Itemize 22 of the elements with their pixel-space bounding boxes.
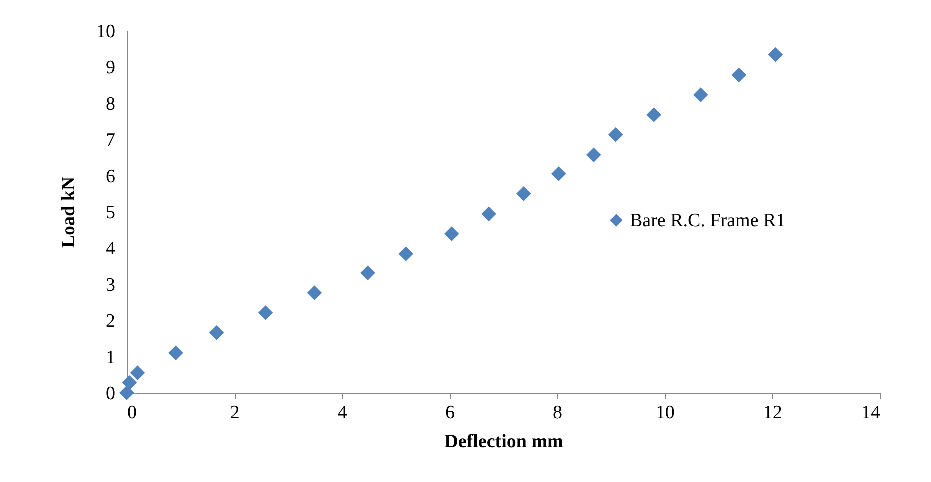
y-tick-label: 3 — [106, 274, 116, 296]
y-axis-title: Load kN — [58, 176, 80, 248]
y-tick-label: 2 — [106, 311, 116, 332]
legend-label: Bare R.C. Frame R1 — [630, 210, 786, 232]
y-tick-label: 5 — [106, 202, 116, 224]
x-axis-title: Deflection mm — [444, 432, 564, 452]
x-tick-label: 4 — [338, 402, 348, 424]
y-tick-label: 7 — [106, 130, 116, 152]
x-tick-label: 2 — [230, 402, 240, 424]
y-tick-label: 4 — [106, 238, 116, 260]
y-tick-label: 8 — [106, 94, 116, 115]
x-tick-label: 10 — [656, 402, 675, 424]
y-tick-label: 9 — [106, 58, 116, 79]
y-tick-label: 1 — [106, 347, 116, 368]
x-tick-label: 0 — [128, 402, 137, 424]
x-tick-label: 12 — [763, 402, 782, 424]
x-tick-label: 14 — [862, 402, 881, 424]
y-tick-label: 0 — [106, 384, 116, 404]
x-tick-label: 8 — [553, 402, 563, 424]
y-tick-label: 10 — [96, 22, 116, 42]
y-tick-label: 6 — [106, 166, 116, 188]
x-tick-label: 6 — [445, 402, 455, 424]
